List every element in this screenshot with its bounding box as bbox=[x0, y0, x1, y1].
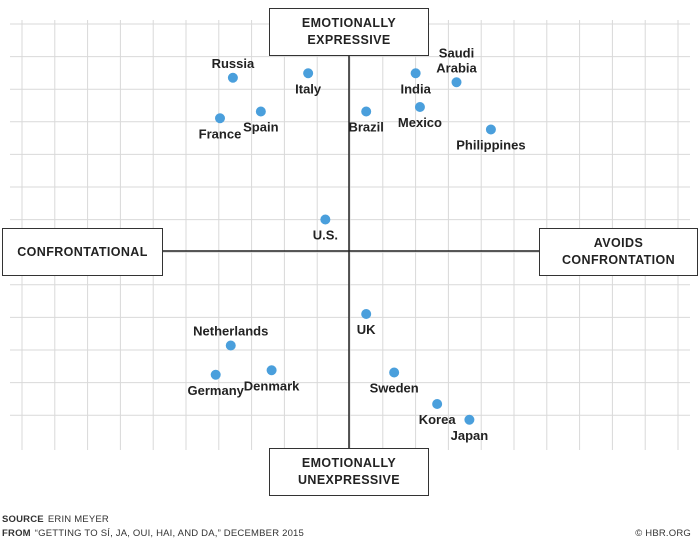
footer-from-text: “GETTING TO SÍ, JA, OUI, HAI, AND DA,” D… bbox=[34, 528, 305, 539]
y-axis-bottom-label-line-1: EMOTIONALLY bbox=[301, 456, 397, 470]
point-uk bbox=[361, 309, 372, 319]
point-india bbox=[410, 68, 421, 79]
point-saudi-arabia bbox=[451, 77, 462, 88]
x-axis-right-label-line-2: CONFRONTATION bbox=[561, 253, 676, 267]
point-u-s bbox=[320, 214, 331, 225]
x-axis-left-label-text: CONFRONTATIONAL bbox=[17, 244, 148, 259]
label-russia: Russia bbox=[212, 56, 255, 71]
label-mexico: Mexico bbox=[398, 115, 442, 130]
footer-source-label: SOURCE bbox=[2, 514, 44, 525]
label-japan: Japan bbox=[451, 428, 489, 443]
y-axis-top-label-line-1: EMOTIONALLY bbox=[301, 16, 397, 30]
label-denmark: Denmark bbox=[244, 378, 300, 393]
label-sweden: Sweden bbox=[370, 381, 419, 396]
label-korea: Korea bbox=[419, 412, 457, 427]
footer-source: SOURCE ERIN MEYER bbox=[2, 514, 109, 525]
label-spain: Spain bbox=[243, 120, 278, 135]
x-axis-right-label: AVOIDS CONFRONTATION bbox=[539, 228, 698, 276]
y-axis-top-label: EMOTIONALLY EXPRESSIVE bbox=[269, 8, 429, 56]
footer-credit: © HBR.ORG bbox=[635, 528, 691, 539]
label-uk: UK bbox=[357, 322, 376, 337]
data-labels: Russia France Spain Italy Brazil India Mexico S… bbox=[188, 45, 526, 443]
y-axis-top-label-line-2: EXPRESSIVE bbox=[307, 33, 391, 47]
axes bbox=[163, 56, 539, 448]
label-india: India bbox=[400, 81, 431, 96]
point-netherlands bbox=[225, 340, 236, 351]
footer-source-text: ERIN MEYER bbox=[47, 514, 109, 525]
footer-from: FROM “GETTING TO SÍ, JA, OUI, HAI, AND DA… bbox=[2, 528, 304, 539]
data-points bbox=[210, 68, 496, 425]
point-germany bbox=[210, 369, 221, 380]
y-axis-bottom-label-line-2: UNEXPRESSIVE bbox=[297, 473, 401, 487]
point-philippines bbox=[485, 124, 496, 135]
point-sweden bbox=[389, 367, 400, 378]
point-france bbox=[215, 113, 225, 124]
point-mexico bbox=[414, 102, 425, 112]
point-italy bbox=[303, 68, 314, 79]
label-saudi-arabia: Saudi Arabia bbox=[436, 45, 477, 75]
point-spain bbox=[255, 106, 266, 117]
point-brazil bbox=[361, 106, 372, 117]
footer-from-label: FROM bbox=[2, 528, 31, 539]
point-japan bbox=[464, 414, 475, 425]
x-axis-right-label-line-1: AVOIDS bbox=[593, 236, 644, 250]
label-netherlands: Netherlands bbox=[193, 324, 268, 339]
label-france: France bbox=[199, 126, 242, 141]
label-italy: Italy bbox=[295, 81, 322, 96]
point-denmark bbox=[266, 365, 277, 376]
label-philippines: Philippines bbox=[456, 138, 525, 153]
label-u-s: U.S. bbox=[313, 228, 338, 243]
label-brazil: Brazil bbox=[348, 120, 383, 135]
point-korea bbox=[432, 399, 443, 409]
x-axis-left-label: CONFRONTATIONAL bbox=[2, 228, 163, 276]
y-axis-bottom-label: EMOTIONALLY UNEXPRESSIVE bbox=[269, 448, 429, 496]
point-russia bbox=[227, 72, 238, 83]
label-germany: Germany bbox=[188, 383, 245, 398]
